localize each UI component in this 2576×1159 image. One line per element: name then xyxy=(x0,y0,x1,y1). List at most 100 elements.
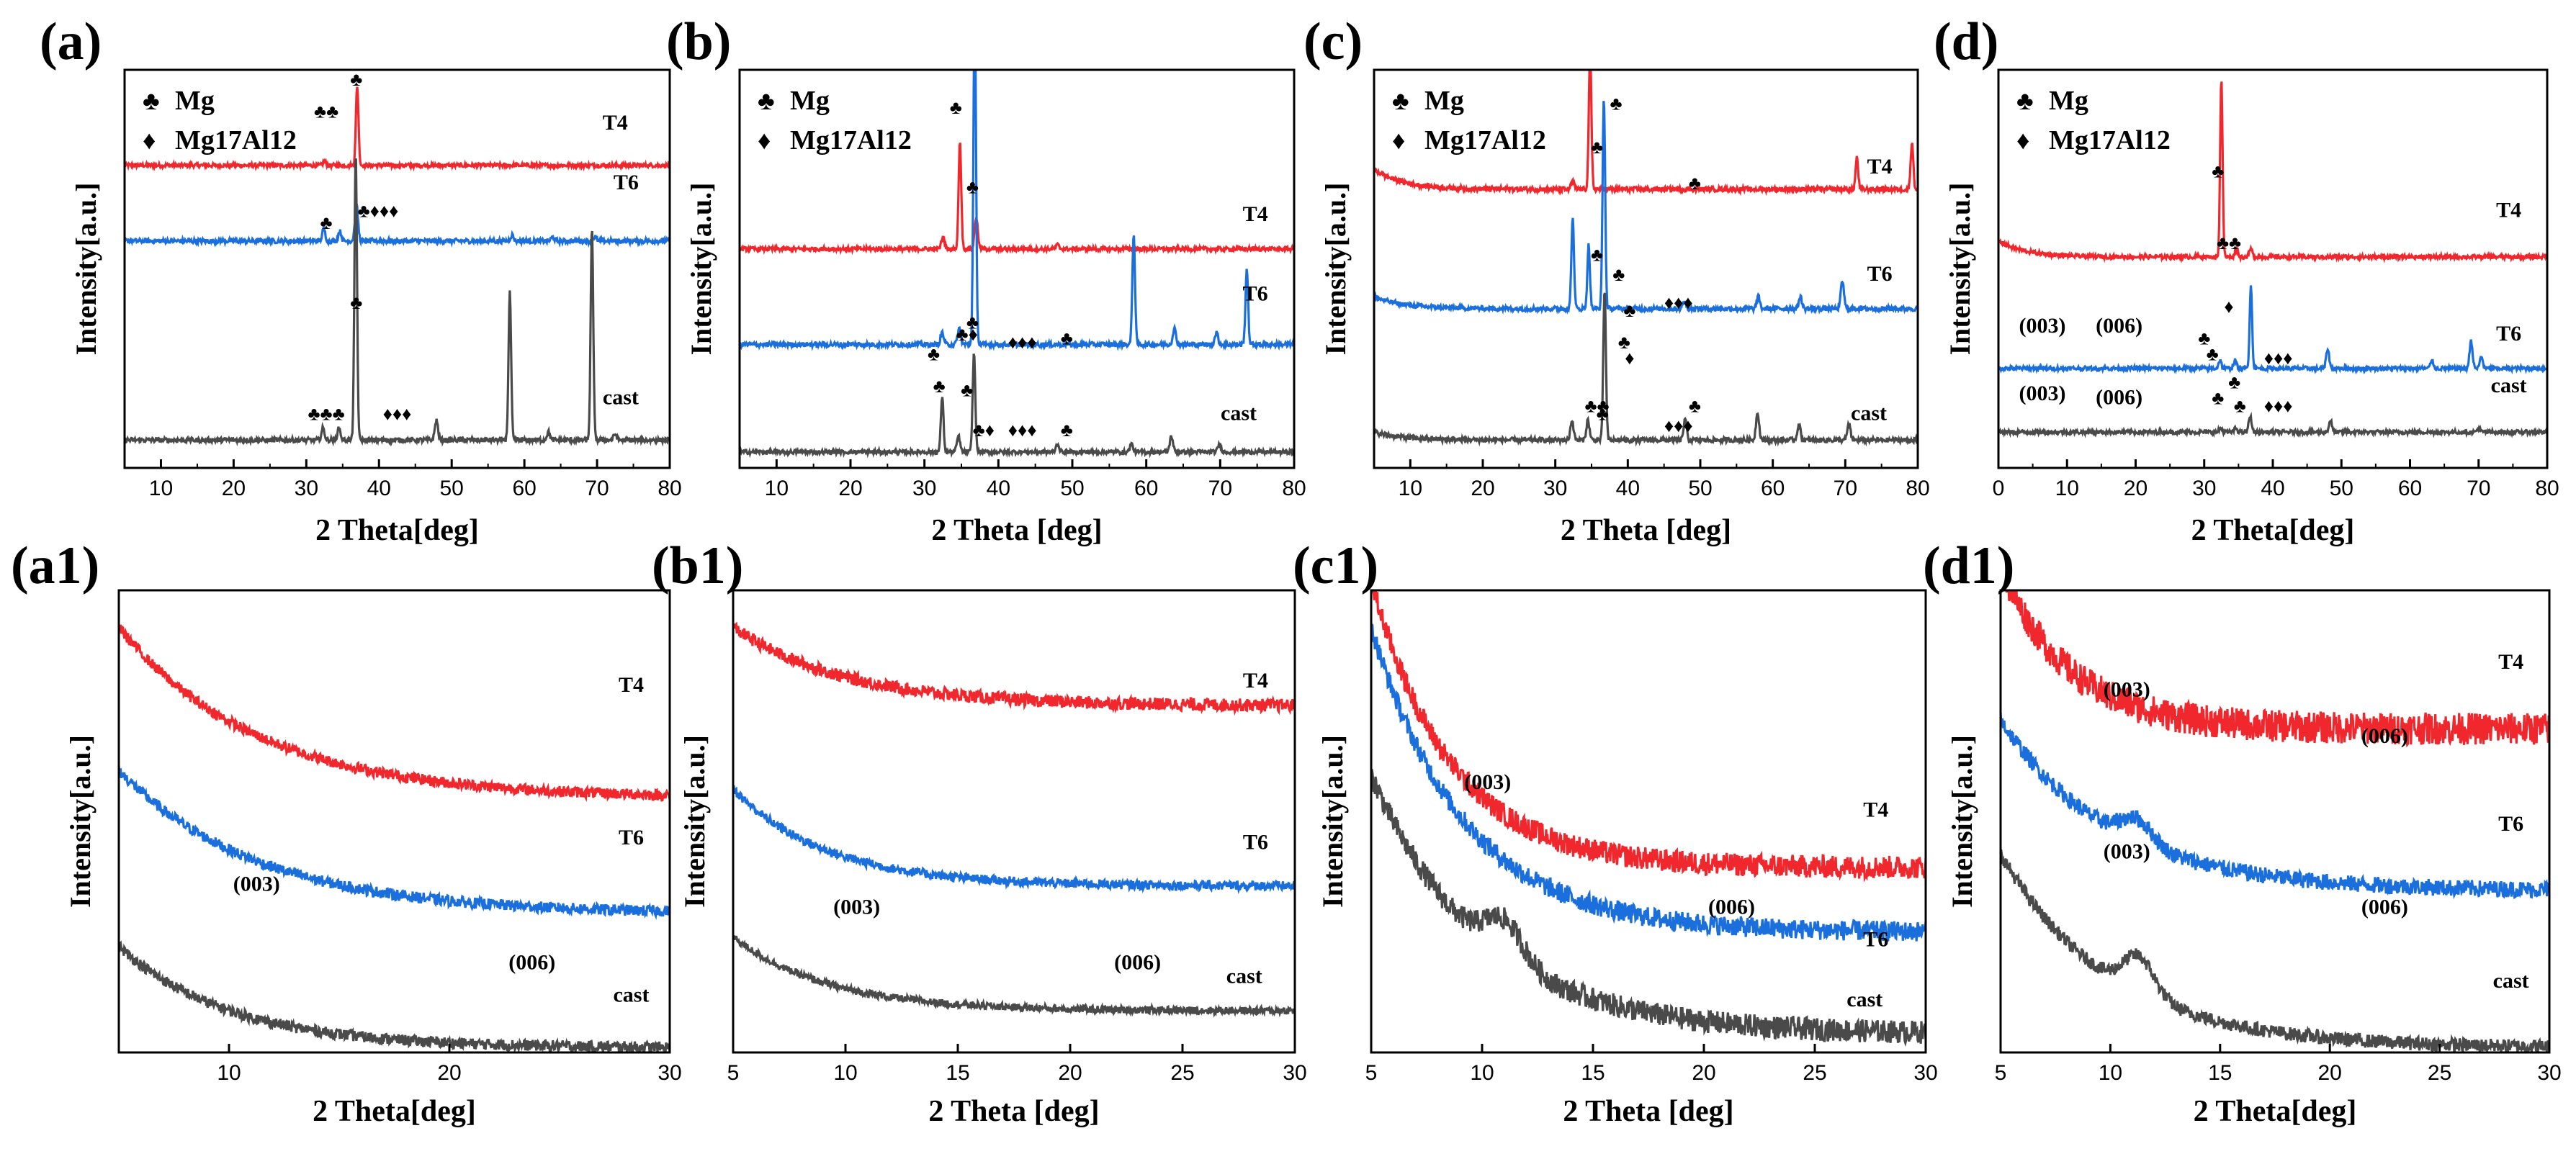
x-tick-label: 5 xyxy=(1365,1061,1378,1085)
series-T6-line xyxy=(1374,101,1918,315)
peak-annotation: ♣ xyxy=(966,312,979,333)
peak-annotation: ♦♦♦ xyxy=(1008,420,1037,441)
panel-label: (d) xyxy=(1934,12,1998,71)
series-T6-line xyxy=(2001,713,2549,900)
x-axis-label: 2 Theta[deg] xyxy=(2194,1095,2357,1128)
y-axis-label: Intensity[a.u.] xyxy=(1319,182,1352,355)
x-tick-label: 5 xyxy=(1995,1061,2007,1085)
peak-annotation: ♣ xyxy=(1612,264,1625,285)
peak-annotation: ♣ xyxy=(961,379,973,400)
series-T4-line xyxy=(1374,70,1918,197)
legend-label: Mg xyxy=(790,86,830,116)
x-tick-label: 10 xyxy=(765,477,789,500)
legend-symbol: ♣ xyxy=(758,86,775,115)
x-tick-label: 50 xyxy=(440,477,464,500)
series-cast-line xyxy=(1371,769,1926,1047)
peak-annotation: ♣♦ xyxy=(956,324,978,345)
x-axis-label: 2 Theta[deg] xyxy=(313,1095,476,1128)
x-tick-label: 30 xyxy=(1283,1061,1306,1085)
legend-symbol: ♦ xyxy=(143,126,156,155)
x-tick-label: 60 xyxy=(512,477,536,500)
peak-annotation: ♣ xyxy=(2198,328,2210,349)
panel-b1: (b1) 5 10 15 20 25 30 2 Theta [deg] Intensity[a.… xyxy=(652,536,1307,1128)
curve-label-T4: T4 xyxy=(1863,798,1888,822)
curve-label-cast: cast xyxy=(2493,969,2529,993)
legend-label: Mg17Al12 xyxy=(175,125,297,155)
x-tick-label: 50 xyxy=(1060,477,1084,500)
plot-frame xyxy=(117,589,671,1054)
peak-annotation: ♣♦♦♦ xyxy=(358,201,399,222)
peak-annotation: (003) xyxy=(1464,770,1511,794)
curve-label-cast: cast xyxy=(1221,402,1257,425)
peak-annotation: (003) xyxy=(2104,678,2150,702)
x-tick-label: 15 xyxy=(946,1061,969,1085)
panel-a1: (a1) 10 20 30 2 Theta[deg] Intensity[a.u.] T4 T… xyxy=(11,536,682,1128)
curve-label-T6: T6 xyxy=(1243,282,1268,306)
panel-label: (b) xyxy=(666,12,731,71)
x-tick-label: 25 xyxy=(1170,1061,1194,1085)
x-tick-label: 50 xyxy=(2330,477,2353,500)
panel-c: (c) 10 20 30 40 50 60 70 80 2 Theta [deg] Intensit… xyxy=(1303,12,1930,547)
x-axis-label: 2 Theta[deg] xyxy=(315,514,479,547)
plot-frame xyxy=(732,589,1296,1054)
series-T6-line xyxy=(119,765,670,921)
x-tick-label: 40 xyxy=(987,477,1010,500)
x-tick-label: 70 xyxy=(585,477,609,500)
series-T4-line xyxy=(125,86,670,172)
x-tick-label: 20 xyxy=(2318,1061,2342,1085)
peak-annotation: (006) xyxy=(508,950,555,974)
curve-label-cast: cast xyxy=(613,983,649,1006)
panel-label: (a1) xyxy=(11,536,99,595)
legend-symbol: ♣ xyxy=(143,86,160,115)
x-tick-label: 60 xyxy=(2398,477,2422,500)
series-cast-line xyxy=(1374,292,1918,447)
series-T6-line xyxy=(125,203,670,248)
peak-annotation: ♣ xyxy=(950,97,962,118)
x-tick-label: 10 xyxy=(2099,1061,2122,1085)
series-T4-line xyxy=(1371,590,1926,883)
curve-label-T6: T6 xyxy=(614,171,639,194)
series-T4-line xyxy=(733,621,1295,716)
curve-label-T4: T4 xyxy=(1243,669,1268,693)
panel-label: (a) xyxy=(40,12,102,71)
x-tick-label: 30 xyxy=(2537,1061,2561,1085)
series-cast-line xyxy=(1998,411,2547,438)
curve-label-T4: T4 xyxy=(2496,199,2521,222)
y-axis-label: Intensity[a.u.] xyxy=(1944,182,1976,355)
x-axis-label: 2 Theta [deg] xyxy=(1561,514,1731,547)
peak-annotation: ♣ xyxy=(1061,420,1073,441)
legend-label: Mg xyxy=(175,86,215,116)
x-tick-label: 50 xyxy=(1688,477,1712,500)
legend-symbol: ♣ xyxy=(1392,86,1409,115)
x-tick-label: 25 xyxy=(1803,1061,1826,1085)
x-tick-label: 20 xyxy=(1692,1061,1715,1085)
curve-label-T6: T6 xyxy=(2498,812,2523,836)
series-T6-line xyxy=(1371,623,1926,942)
peak-annotation: ♣♣♣ xyxy=(308,404,344,425)
peak-annotation: ♣ xyxy=(350,69,362,90)
x-tick-label: 40 xyxy=(2261,477,2284,500)
peak-annotation: ♣♦ xyxy=(973,420,995,441)
peak-annotation: ♦♦♦ xyxy=(2264,396,2293,417)
y-axis-label: Intensity[a.u.] xyxy=(678,735,711,908)
peak-annotation: ♣ xyxy=(966,176,979,197)
x-tick-label: 80 xyxy=(1906,477,1929,500)
legend-label: Mg17Al12 xyxy=(2049,125,2171,155)
series-T4-line xyxy=(1998,81,2547,263)
x-tick-label: 30 xyxy=(2192,477,2216,500)
curve-label-cast: cast xyxy=(2491,374,2527,397)
x-tick-label: 80 xyxy=(658,477,681,500)
peak-annotation: (003) xyxy=(833,895,880,919)
x-tick-label: 15 xyxy=(2208,1061,2232,1085)
legend-symbol: ♦ xyxy=(2016,126,2029,155)
x-tick-label: 10 xyxy=(833,1061,857,1085)
peak-annotation: (006) xyxy=(1708,895,1755,919)
legend-label: Mg17Al12 xyxy=(790,125,912,155)
legend-label: Mg17Al12 xyxy=(1424,125,1546,155)
x-tick-label: 20 xyxy=(838,477,862,500)
peak-annotation: ♣ xyxy=(1689,173,1701,194)
x-tick-label: 10 xyxy=(2055,477,2079,500)
curve-label-T4: T4 xyxy=(1243,202,1268,226)
series-T4-line xyxy=(119,624,670,803)
